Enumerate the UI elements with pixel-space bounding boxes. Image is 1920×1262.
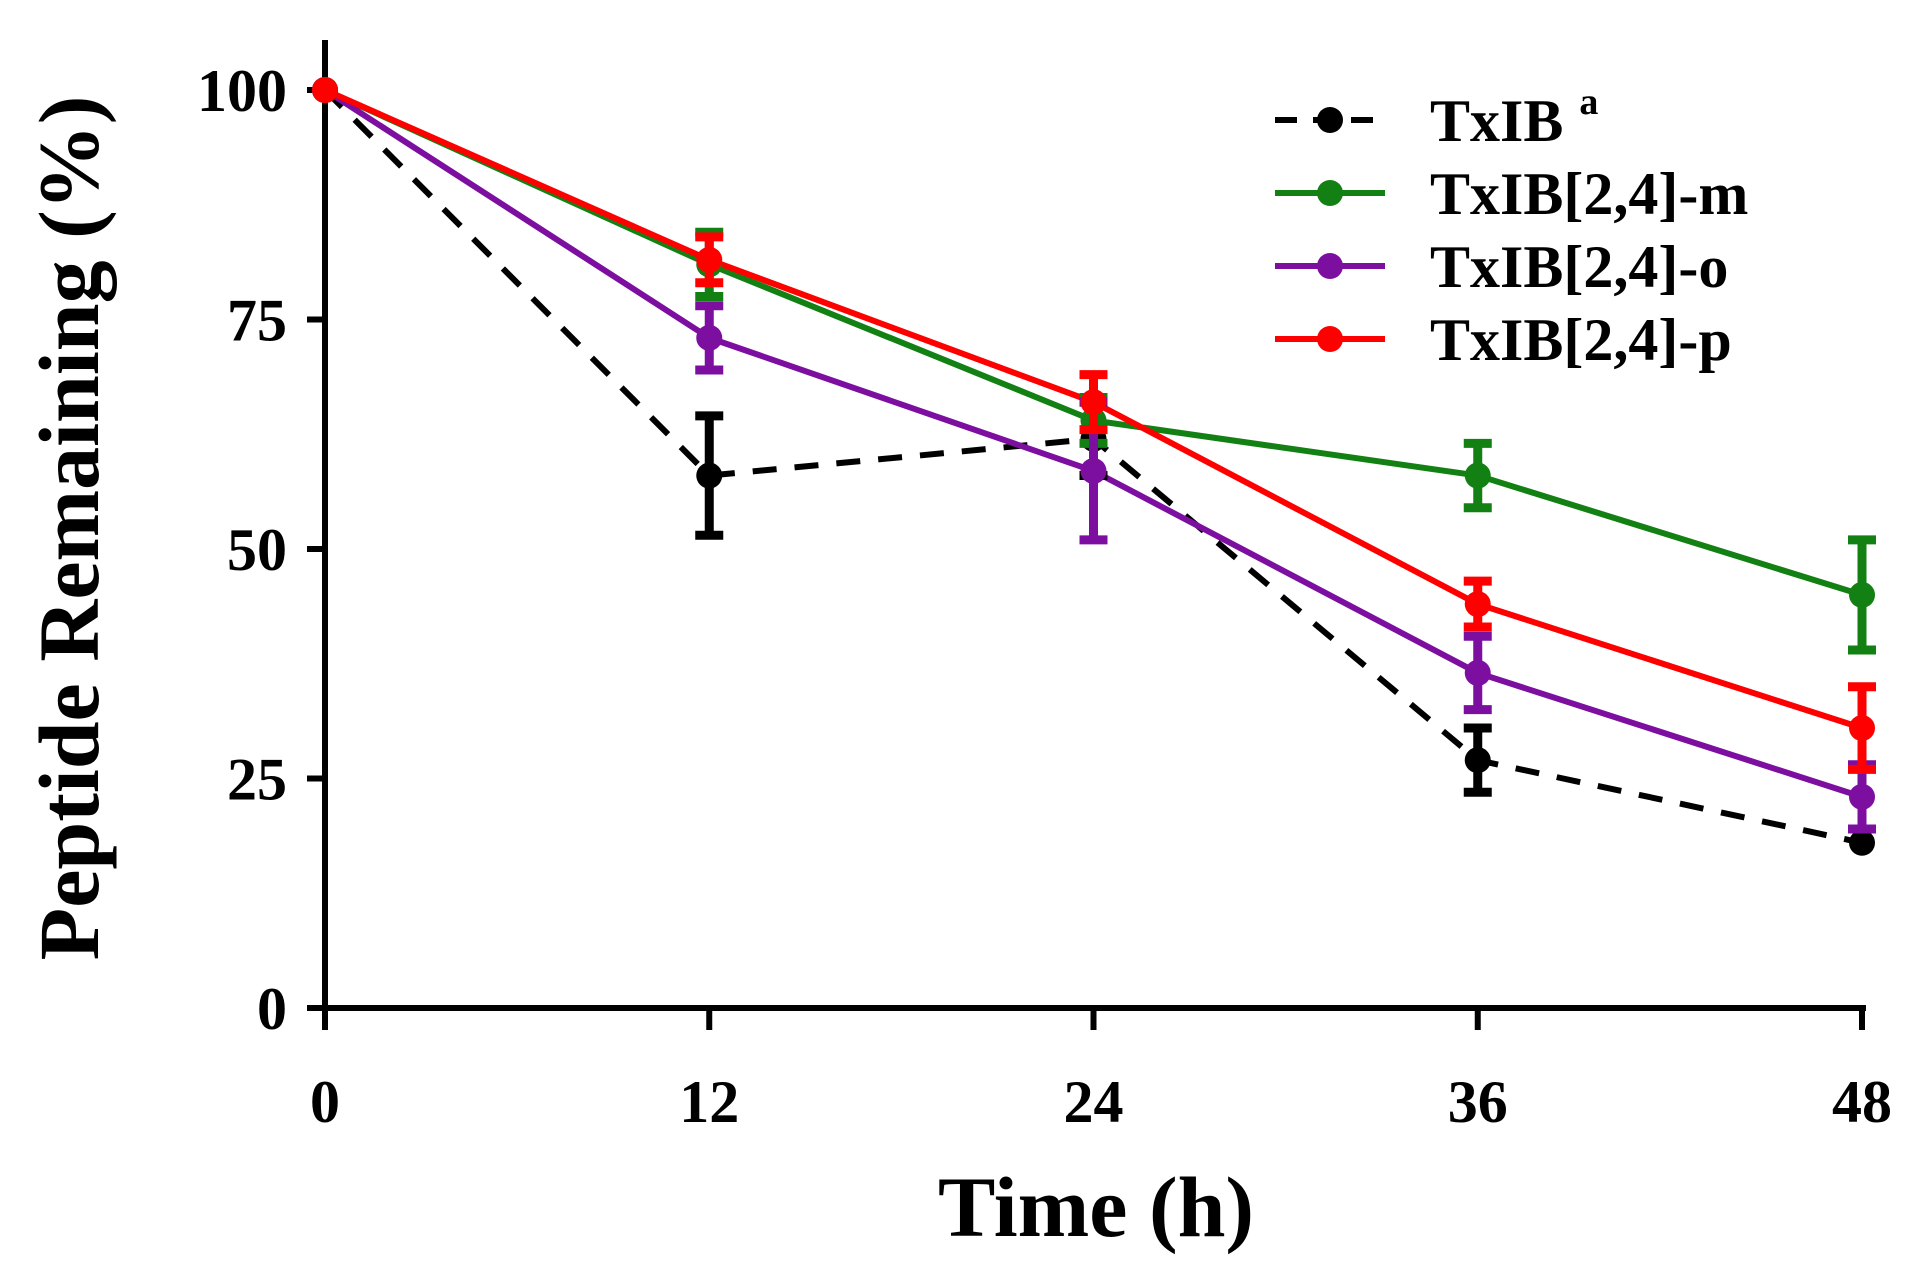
- legend-marker: [1317, 326, 1343, 352]
- y-tick-label: 100: [197, 58, 287, 124]
- x-axis-title: Time (h): [938, 1159, 1254, 1255]
- legend: TxIB a TxIB[2,4]-m TxIB[2,4]-o TxIB[2,4]-p: [1275, 81, 1748, 373]
- data-point: [1080, 389, 1107, 416]
- series-markers: [312, 77, 1876, 856]
- y-tick-label: 25: [227, 747, 287, 813]
- data-point: [696, 324, 723, 351]
- data-point: [696, 246, 723, 273]
- series-layer: [312, 77, 1876, 856]
- legend-marker: [1317, 107, 1343, 133]
- x-ticks: 0 12 24 36 48: [310, 1008, 1892, 1135]
- data-point: [696, 462, 723, 489]
- y-ticks: 0 25 50 75 100: [197, 58, 325, 1042]
- legend-label: TxIB: [1430, 88, 1563, 154]
- y-tick-label: 75: [227, 288, 287, 354]
- data-point: [1464, 462, 1491, 489]
- x-tick-label: 36: [1448, 1069, 1508, 1135]
- legend-label: TxIB[2,4]-p: [1430, 307, 1732, 373]
- legend-label: TxIB[2,4]-m: [1430, 161, 1748, 227]
- data-point: [1849, 783, 1875, 810]
- data-point: [1849, 715, 1875, 742]
- legend-marker: [1317, 253, 1343, 279]
- data-point: [1849, 829, 1875, 856]
- x-tick-label: 24: [1064, 1069, 1124, 1135]
- data-point: [1080, 457, 1107, 484]
- x-tick-label: 12: [679, 1069, 739, 1135]
- data-point: [1849, 581, 1875, 608]
- x-tick-label: 0: [310, 1069, 340, 1135]
- y-axis-title: Peptide Remaining (%): [21, 96, 117, 961]
- y-tick-label: 50: [227, 517, 287, 583]
- data-point: [312, 77, 338, 103]
- legend-label: TxIB[2,4]-o: [1430, 234, 1728, 300]
- y-tick-label: 0: [257, 976, 287, 1042]
- data-point: [1464, 747, 1491, 774]
- data-point: [1464, 659, 1491, 686]
- legend-marker: [1317, 180, 1343, 206]
- data-point: [1464, 591, 1491, 618]
- x-tick-label: 48: [1832, 1069, 1892, 1135]
- legend-superscript: a: [1579, 81, 1598, 123]
